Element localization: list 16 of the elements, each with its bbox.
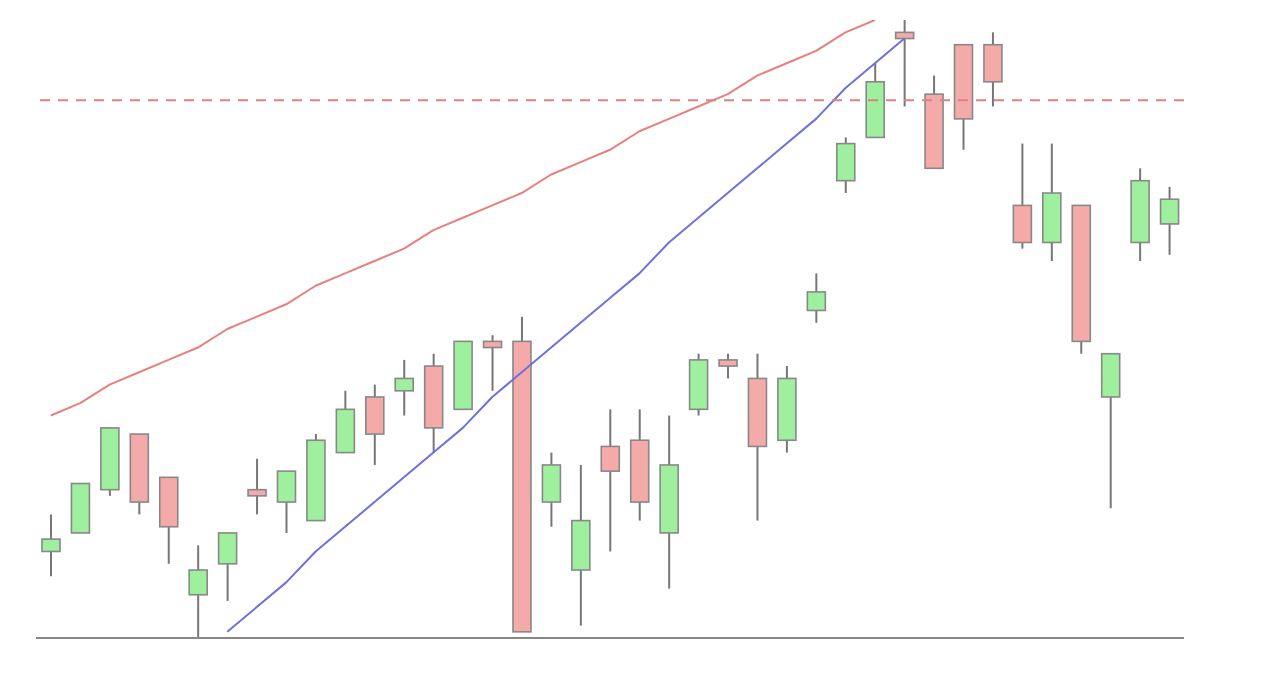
candlestick (247, 457, 267, 516)
candlestick (1159, 185, 1180, 256)
candlestick (1012, 142, 1033, 250)
candlestick (718, 352, 738, 380)
candlestick (217, 531, 238, 602)
candlestick (600, 408, 621, 553)
candlestick (1100, 352, 1121, 510)
candlestick (835, 136, 856, 195)
candlestick (394, 358, 415, 417)
candlestick (364, 383, 385, 466)
candlestick (983, 31, 1003, 108)
candlestick (335, 389, 356, 454)
candlestick (541, 451, 562, 528)
candlestick (806, 272, 827, 324)
candlestick (41, 513, 61, 578)
candlestick (276, 470, 297, 534)
